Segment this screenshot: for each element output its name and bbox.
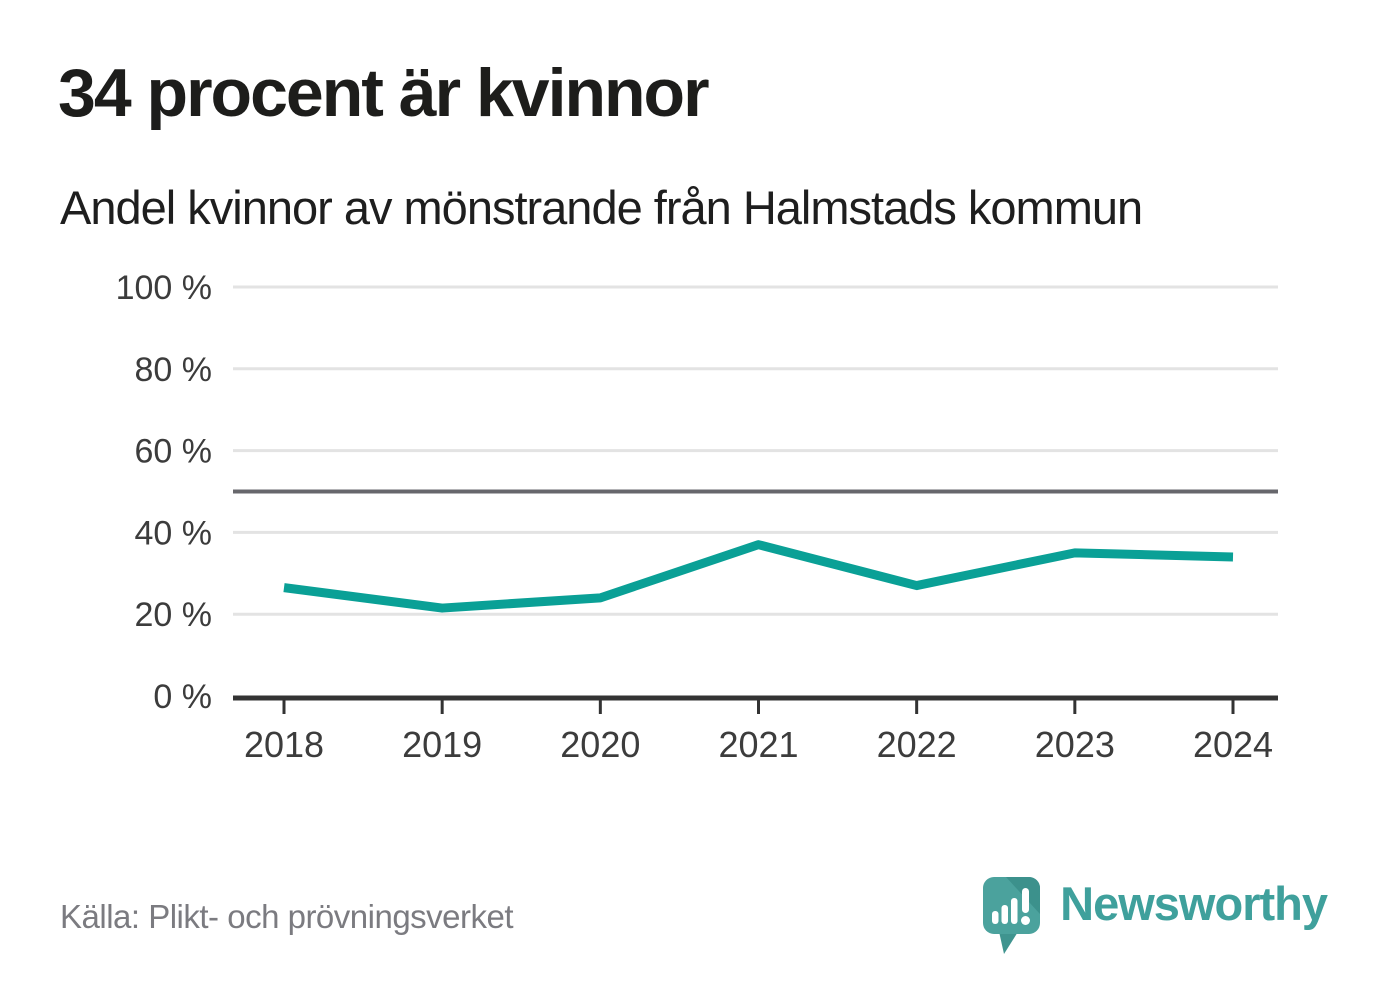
x-tick-label-2024: 2024 <box>1193 724 1273 765</box>
series-line <box>283 540 1234 613</box>
exclamation-mark-dot <box>1021 916 1031 925</box>
y-tick-label-20: 20 % <box>135 596 213 634</box>
y-tick-label-60: 60 % <box>135 433 213 471</box>
y-tick-label-0: 0 % <box>153 678 212 716</box>
x-axis <box>233 695 1278 714</box>
data-line-series <box>283 540 1234 613</box>
x-tick-label-2022: 2022 <box>877 724 957 765</box>
gridlines <box>233 285 1278 616</box>
x-tick-label-2018: 2018 <box>244 724 324 765</box>
bar-chart-bar-2 <box>1001 905 1009 924</box>
x-tick-label-2019: 2019 <box>402 724 482 765</box>
newsworthy-logo: Newsworthy <box>983 877 1328 955</box>
exclamation-mark-stem <box>1022 888 1030 913</box>
source-note: Källa: Plikt- och prövningsverket <box>60 898 514 935</box>
newsworthy-logo-icon <box>983 877 1041 954</box>
speech-bubble <box>983 877 1041 934</box>
x-tick-label-2020: 2020 <box>560 724 640 765</box>
newsworthy-logo-text: Newsworthy <box>1060 877 1328 930</box>
y-tick-label-100: 100 % <box>116 269 212 307</box>
y-tick-label-40: 40 % <box>135 514 213 552</box>
bar-chart-bar-3 <box>1011 898 1018 924</box>
chart-subtitle: Andel kvinnor av mönstrande från Halmsta… <box>60 181 1143 234</box>
y-tick-label-80: 80 % <box>135 351 213 389</box>
bar-chart-bar-1 <box>992 911 999 924</box>
y-axis-labels: 0 % 20 % 40 % 60 % 80 % 100 % <box>116 269 212 716</box>
x-tick-label-2023: 2023 <box>1035 724 1115 765</box>
x-axis-labels: 2018 2019 2020 2021 2022 2023 2024 <box>244 724 1273 765</box>
x-tick-label-2021: 2021 <box>718 724 798 765</box>
chart-title: 34 procent är kvinnor <box>58 55 710 131</box>
